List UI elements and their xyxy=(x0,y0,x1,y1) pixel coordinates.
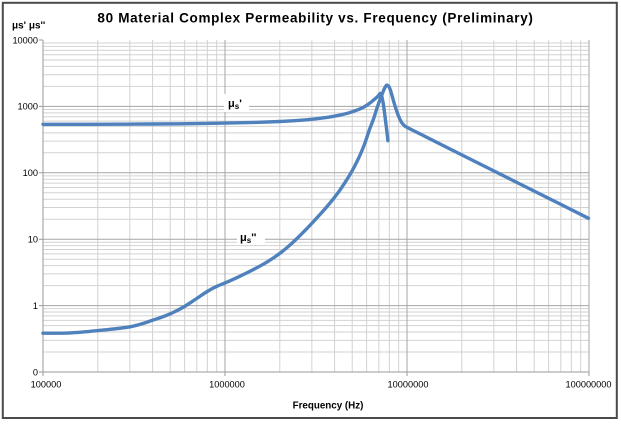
svg-text:0: 0 xyxy=(33,367,38,377)
svg-text:100000000: 100000000 xyxy=(566,380,612,390)
svg-text:Frequency (Hz): Frequency (Hz) xyxy=(293,401,364,412)
svg-text:1000: 1000 xyxy=(18,102,38,112)
svg-text:1: 1 xyxy=(33,301,38,311)
svg-text:μs'': μs'' xyxy=(240,232,257,245)
svg-text:1000000: 1000000 xyxy=(209,380,245,390)
svg-text:μs': μs' xyxy=(228,98,242,111)
svg-text:10: 10 xyxy=(28,235,38,245)
svg-text:10000000: 10000000 xyxy=(388,380,429,390)
svg-text:100000: 100000 xyxy=(31,380,62,390)
svg-text:100: 100 xyxy=(23,168,38,178)
svg-text:10000: 10000 xyxy=(12,35,38,45)
svg-text:80 Material Complex Permeabili: 80 Material Complex Permeability vs. Fre… xyxy=(97,11,533,26)
svg-text:μs' μs'': μs' μs'' xyxy=(12,21,45,32)
